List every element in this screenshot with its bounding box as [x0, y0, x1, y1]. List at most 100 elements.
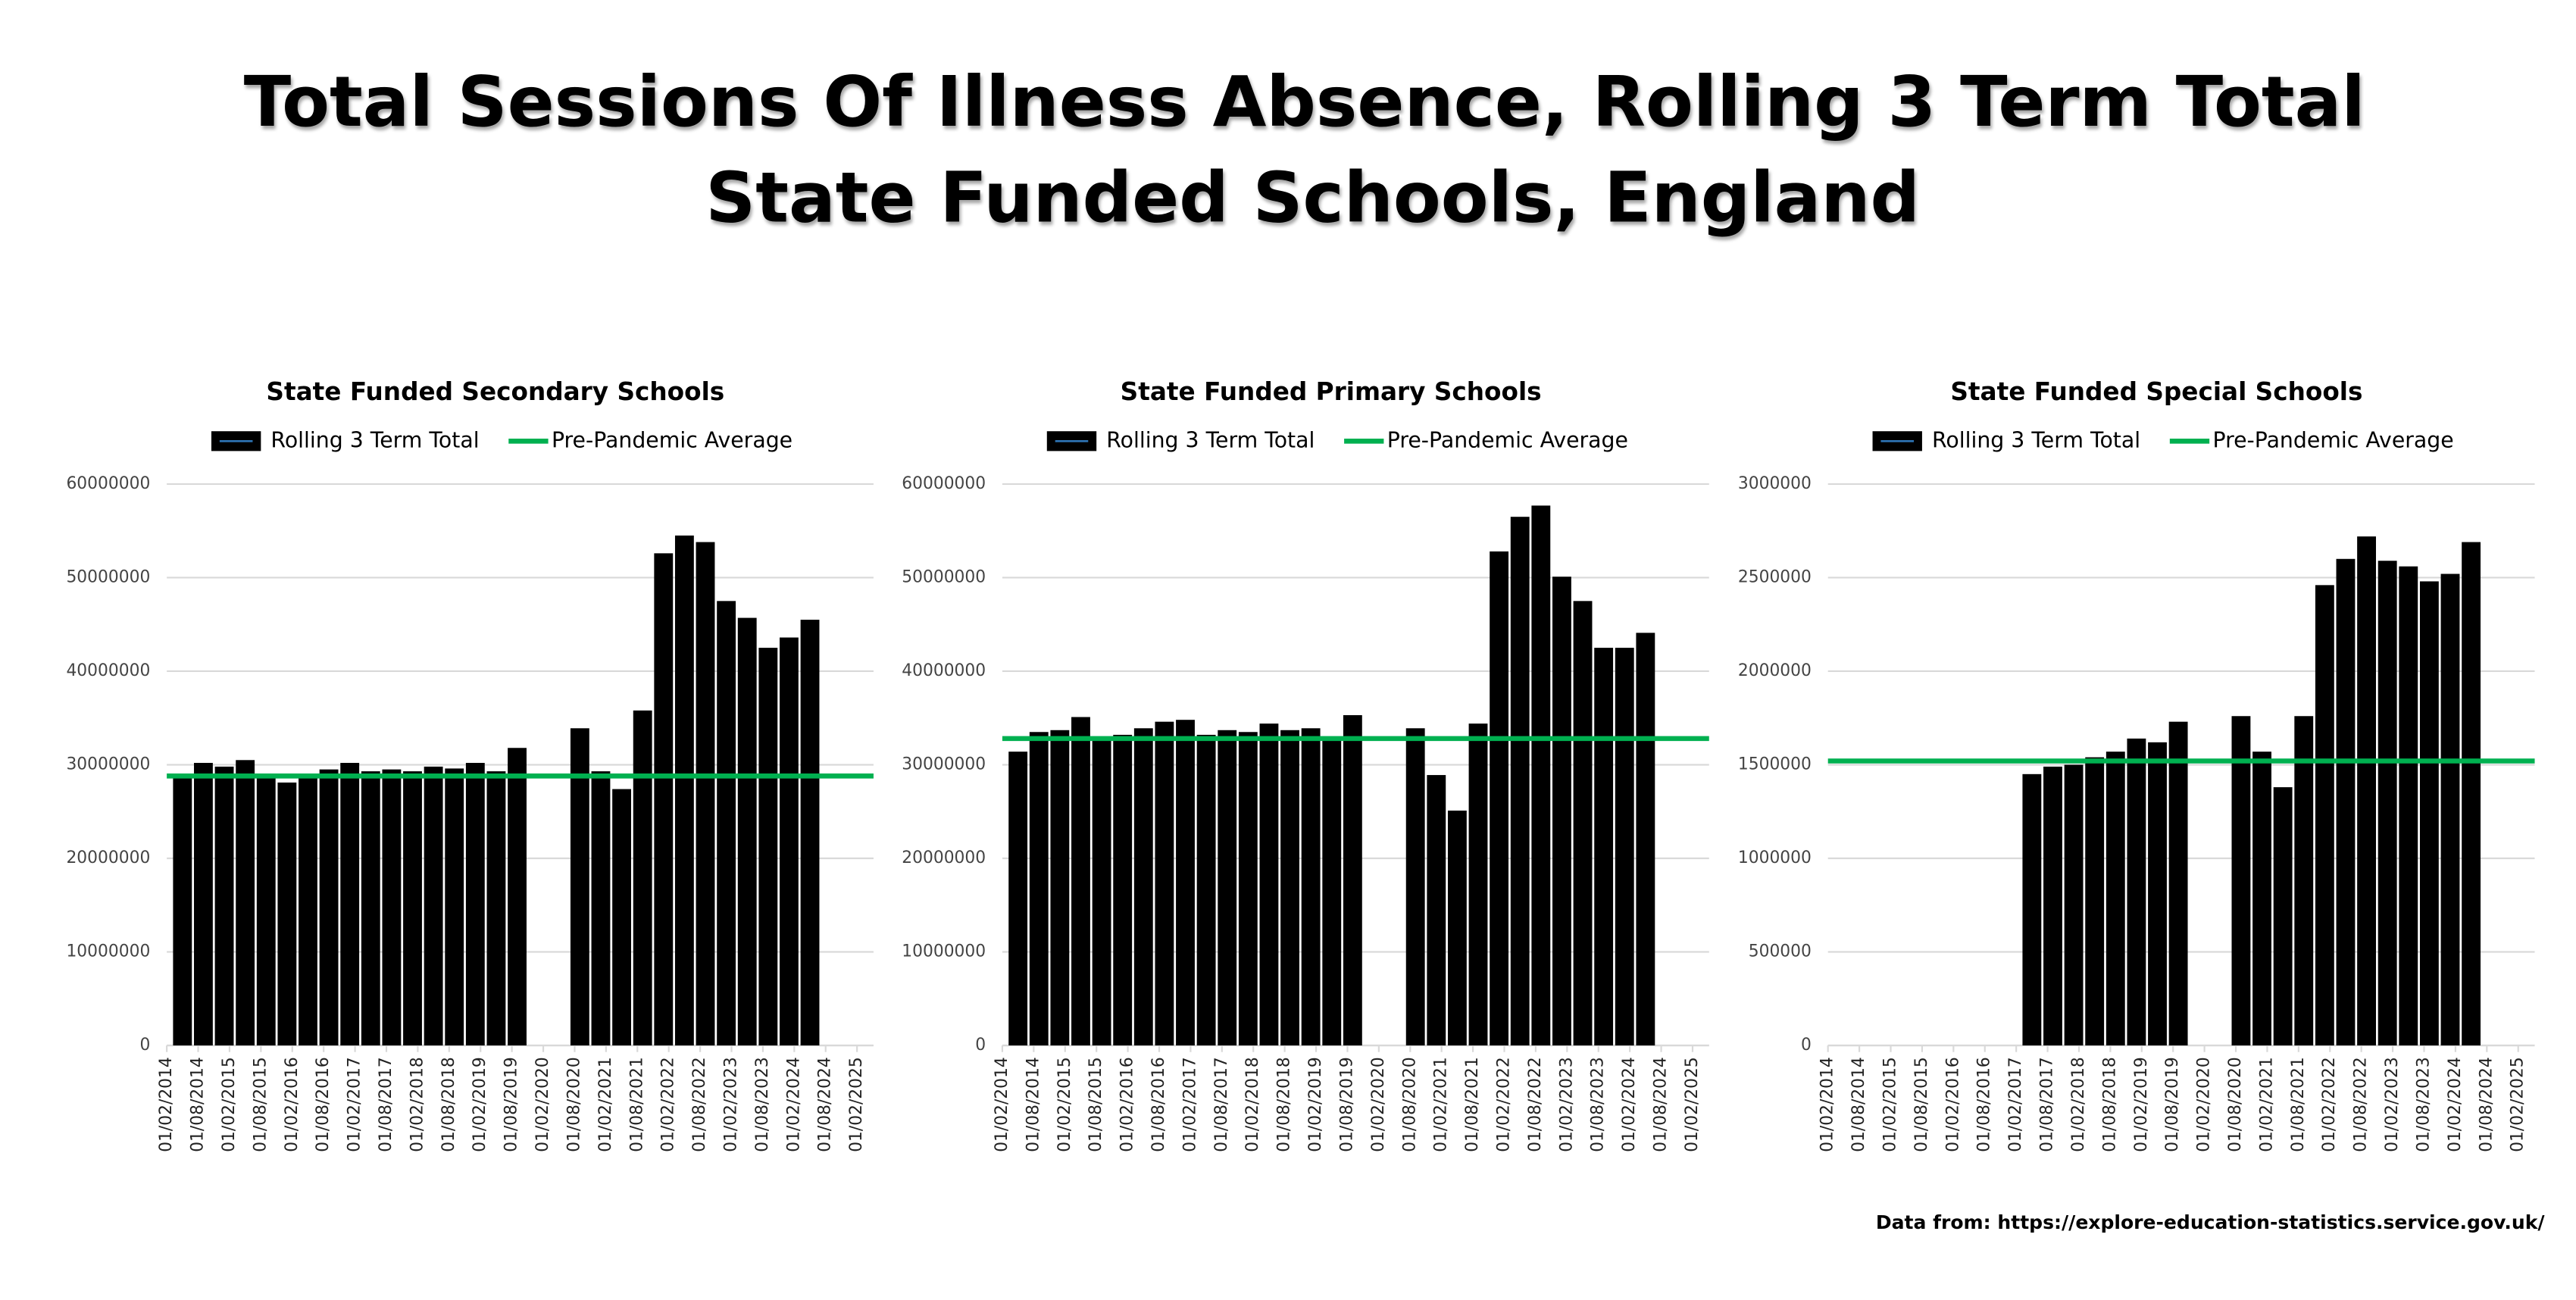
bar [1071, 717, 1090, 1045]
legend-label: Pre-Pandemic Average [552, 427, 792, 452]
x-tick-label: 01/02/2022 [2320, 1057, 2339, 1152]
x-tick-label: 01/02/2017 [345, 1057, 364, 1152]
bar [299, 775, 317, 1045]
x-tick-label: 01/08/2020 [2226, 1057, 2245, 1152]
y-tick-label: 2000000 [1738, 661, 1812, 680]
bar [2148, 742, 2167, 1045]
bar [1050, 730, 1070, 1045]
bar [361, 771, 380, 1045]
bar [1196, 734, 1216, 1045]
x-tick-label: 01/08/2020 [564, 1057, 583, 1152]
bar [2231, 716, 2251, 1045]
bar [612, 789, 631, 1045]
bar [1447, 810, 1467, 1045]
y-tick-label: 30000000 [902, 755, 986, 773]
bar [674, 535, 694, 1045]
bar [1155, 721, 1174, 1045]
bar [1176, 720, 1195, 1045]
x-tick-label: 01/02/2023 [722, 1057, 741, 1152]
x-tick-label: 01/02/2014 [993, 1057, 1011, 1152]
legend-label: Pre-Pandemic Average [1387, 427, 1628, 452]
x-tick-label: 01/08/2024 [1652, 1057, 1671, 1152]
bar [486, 771, 506, 1045]
x-tick-label: 01/08/2023 [753, 1057, 772, 1152]
bar [1301, 728, 1321, 1045]
bar [591, 771, 611, 1045]
y-tick-label: 500000 [1749, 942, 1812, 961]
bar [1636, 633, 1655, 1045]
x-tick-label: 01/02/2022 [1495, 1057, 1514, 1152]
x-tick-label: 01/08/2019 [2163, 1057, 2182, 1152]
x-tick-label: 01/02/2018 [1243, 1057, 1262, 1152]
x-tick-label: 01/08/2017 [1212, 1057, 1231, 1152]
source-note: Data from: https://explore-education-sta… [1876, 1211, 2546, 1233]
x-tick-label: 01/02/2014 [157, 1057, 176, 1152]
bar [1552, 577, 1571, 1045]
x-tick-label: 01/02/2018 [2069, 1057, 2088, 1152]
bar [1468, 723, 1488, 1045]
bar [319, 769, 339, 1045]
x-tick-label: 01/08/2023 [2414, 1057, 2433, 1152]
x-tick-label: 01/08/2015 [1912, 1057, 1931, 1152]
bar [1092, 738, 1111, 1045]
x-tick-label: 01/08/2014 [1024, 1057, 1043, 1152]
x-tick-label: 01/02/2019 [470, 1057, 489, 1152]
x-tick-label: 01/02/2025 [2509, 1057, 2528, 1152]
x-tick-label: 01/08/2022 [690, 1057, 709, 1152]
x-tick-label: 01/08/2015 [251, 1057, 270, 1152]
y-tick-label: 1500000 [1738, 755, 1812, 773]
x-tick-label: 01/02/2021 [2257, 1057, 2276, 1152]
bar [758, 648, 778, 1045]
page-subtitle: State Funded Schools, England [705, 157, 1920, 238]
bar [403, 771, 422, 1045]
x-tick-label: 01/08/2014 [1849, 1057, 1868, 1152]
x-tick-label: 01/02/2019 [2132, 1057, 2151, 1152]
y-tick-label: 0 [1801, 1036, 1812, 1055]
bar [445, 768, 464, 1045]
x-tick-label: 01/02/2018 [408, 1057, 427, 1152]
x-tick-label: 01/02/2016 [283, 1057, 302, 1152]
bar [1510, 517, 1530, 1045]
x-tick-label: 01/02/2015 [220, 1057, 239, 1152]
x-tick-label: 01/02/2015 [1881, 1057, 1900, 1152]
bar [737, 617, 757, 1045]
bar [465, 763, 485, 1045]
bar [1113, 734, 1133, 1045]
bar [1490, 551, 1509, 1045]
bar [2106, 752, 2125, 1045]
x-tick-label: 01/08/2023 [1589, 1057, 1608, 1152]
x-tick-label: 01/02/2014 [1818, 1057, 1837, 1152]
bar [1008, 752, 1028, 1045]
bar [2377, 561, 2397, 1045]
y-tick-label: 1000000 [1738, 848, 1812, 867]
y-tick-label: 0 [139, 1036, 150, 1055]
y-tick-label: 10000000 [66, 942, 150, 961]
bar [214, 766, 234, 1045]
bar [2064, 764, 2084, 1045]
x-tick-label: 01/08/2022 [2352, 1057, 2371, 1152]
y-tick-label: 40000000 [902, 661, 986, 680]
bar [2462, 542, 2481, 1045]
x-tick-label: 01/02/2019 [1306, 1057, 1325, 1152]
y-tick-label: 2500000 [1738, 567, 1812, 586]
bar [2336, 558, 2356, 1045]
bar [2043, 766, 2062, 1045]
bar [1280, 730, 1299, 1045]
bar [1218, 730, 1237, 1045]
bar [2085, 757, 2105, 1045]
y-tick-label: 20000000 [66, 848, 150, 867]
x-tick-label: 01/08/2021 [1463, 1057, 1482, 1152]
x-tick-label: 01/08/2021 [627, 1057, 646, 1152]
legend-label: Pre-Pandemic Average [2213, 427, 2454, 452]
x-tick-label: 01/08/2017 [377, 1057, 395, 1152]
bar [1238, 732, 1258, 1045]
bar [570, 728, 589, 1045]
bar [1594, 648, 1614, 1045]
chart-title: State Funded Secondary Schools [266, 377, 724, 406]
chart-title: State Funded Primary Schools [1121, 377, 1542, 406]
x-tick-label: 01/02/2016 [1118, 1057, 1137, 1152]
x-tick-label: 01/08/2018 [2100, 1057, 2119, 1152]
x-tick-label: 01/08/2024 [2477, 1057, 2496, 1152]
y-tick-label: 0 [975, 1036, 986, 1055]
x-tick-label: 01/02/2023 [1557, 1057, 1576, 1152]
